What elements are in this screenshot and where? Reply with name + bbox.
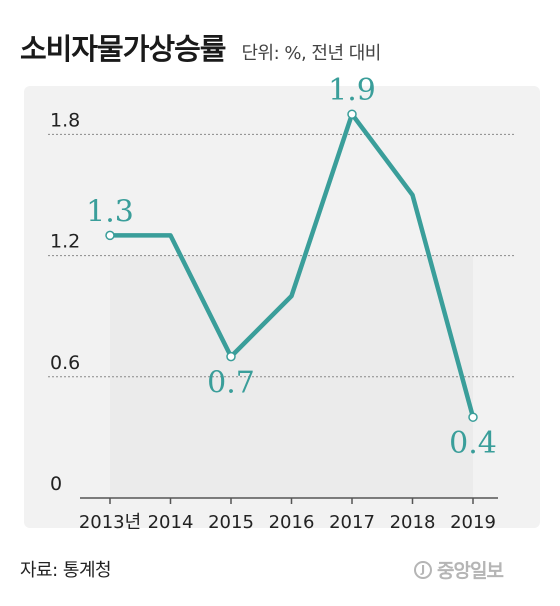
x-tick-label: 2013년 — [79, 512, 141, 533]
x-tick-label: 2014 — [148, 512, 194, 533]
x-tick-label: 2016 — [269, 512, 315, 533]
data-label: 0.7 — [207, 366, 255, 401]
data-label: 1.9 — [328, 73, 376, 108]
logo-text: 중앙일보 — [437, 560, 504, 582]
x-tick-label: 2018 — [390, 512, 436, 533]
data-point — [105, 230, 115, 241]
unit-label: 단위: %, 전년 대비 — [241, 43, 381, 64]
y-tick-label: 0.6 — [50, 352, 80, 374]
data-point — [226, 351, 236, 362]
data-label: 0.4 — [449, 426, 497, 461]
data-point — [347, 109, 357, 119]
source-note: 자료: 통계청 — [20, 560, 112, 581]
data-point — [468, 412, 478, 422]
chart-header: 소비자물가상승률 단위: %, 전년 대비 — [20, 26, 381, 68]
data-label: 1.3 — [86, 194, 134, 229]
x-tick-label: 2019 — [450, 512, 496, 533]
y-tick-label: 1.8 — [50, 109, 80, 131]
series-line — [107, 111, 476, 420]
chart-title: 소비자물가상승률 — [20, 32, 226, 66]
publisher-logo: J 중앙일보 — [414, 556, 504, 583]
y-tick-label: 0 — [50, 473, 62, 495]
x-tick-label: 2017 — [329, 512, 375, 533]
y-tick-label: 1.2 — [50, 231, 80, 253]
x-tick-label: 2015 — [208, 512, 254, 533]
logo-mark-icon: J — [414, 560, 432, 579]
